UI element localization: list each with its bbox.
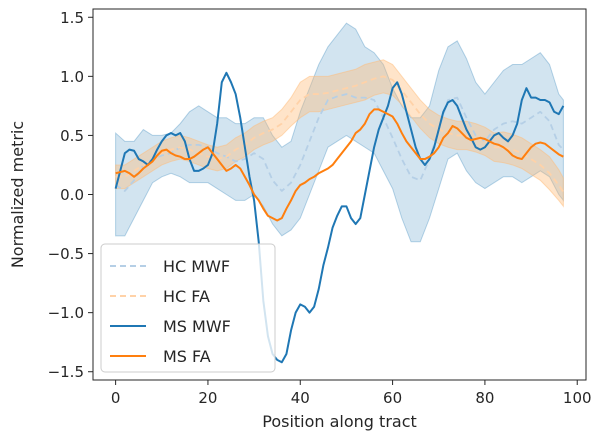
y-tick-label: 1.5 [60,9,84,27]
x-axis-label: Position along tract [262,412,417,431]
legend-label-ms-mwf: MS MWF [163,317,231,336]
series-line-ms-fa [115,108,564,222]
legend-label-ms-fa: MS FA [163,347,211,366]
y-tick-label: −1.5 [48,363,84,381]
y-tick-label: 0.5 [60,127,84,145]
x-tick-label: 60 [383,389,402,407]
series-lines [114,71,565,364]
y-tick-label: −0.5 [48,245,84,263]
legend-label-hc-fa: HC FA [163,287,210,306]
x-tick-label: 0 [111,389,121,407]
x-tick-label: 40 [291,389,310,407]
series-line-hc-mwf [115,93,565,192]
y-tick-label: 1.0 [60,68,84,86]
y-tick-label: −1.0 [48,304,84,322]
legend: HC MWF HC FA MS MWF MS FA [100,243,276,373]
y-axis-label: Normalized metric [8,121,27,268]
legend-box [100,243,276,373]
x-axis: 0 20 40 60 80 100 [111,380,592,407]
series-line-ms-mwf [114,71,565,364]
series-line-hc-fa [115,75,565,193]
x-tick-label: 80 [475,389,494,407]
x-tick-label: 20 [198,389,217,407]
legend-label-hc-mwf: HC MWF [163,257,230,276]
y-axis: −1.5 −1.0 −0.5 0.0 0.5 1.0 1.5 [48,9,93,381]
x-tick-label: 100 [563,389,592,407]
y-tick-label: 0.0 [60,186,84,204]
